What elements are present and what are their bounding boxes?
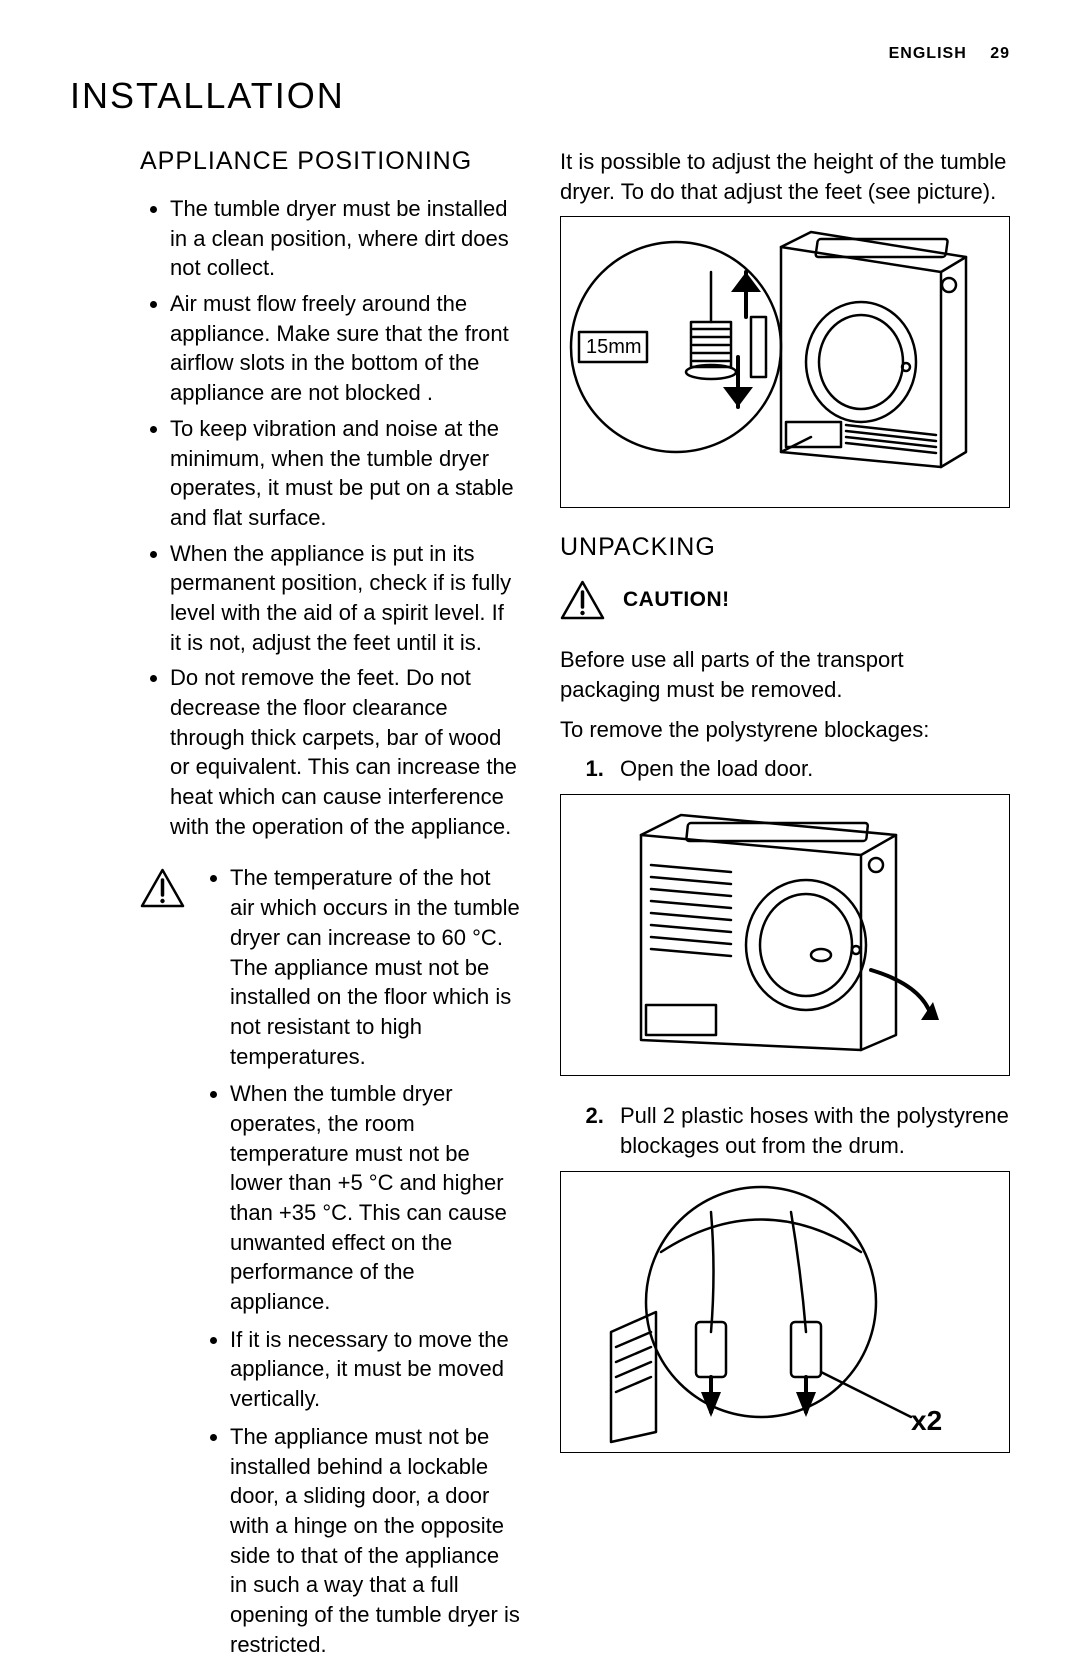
height-adjust-intro: It is possible to adjust the height of t…: [560, 147, 1010, 206]
header-page-number: 29: [990, 45, 1010, 62]
figure-feet-adjustment: 15mm: [560, 216, 1010, 508]
right-column: It is possible to adjust the height of t…: [560, 147, 1010, 1667]
list-item: If it is necessary to move the appliance…: [230, 1325, 520, 1414]
step-item: Open the load door.: [610, 754, 1010, 784]
page-title: INSTALLATION: [70, 75, 1010, 117]
warning-block: The temperature of the hot air which occ…: [140, 863, 520, 1667]
unpack-steps-1: Open the load door.: [560, 754, 1010, 784]
caution-row: CAUTION!: [560, 580, 1010, 620]
list-item: To keep vibration and noise at the minim…: [170, 414, 520, 533]
list-item: Do not remove the feet. Do not decrease …: [170, 663, 520, 841]
list-item: The appliance must not be installed behi…: [230, 1422, 520, 1660]
left-column: APPLIANCE POSITIONING The tumble dryer m…: [70, 147, 520, 1667]
list-item: When the tumble dryer operates, the room…: [230, 1079, 520, 1317]
positioning-bullet-list: The tumble dryer must be installed in a …: [70, 194, 520, 841]
warning-bullet-list: The temperature of the hot air which occ…: [205, 863, 520, 1667]
figure-open-door: [560, 794, 1010, 1076]
unpack-paragraph-2: To remove the polystyrene blockages:: [560, 715, 1010, 745]
manual-page: ENGLISH 29 INSTALLATION APPLIANCE POSITI…: [0, 0, 1080, 1529]
fig3-count-label: x2: [911, 1405, 942, 1436]
caution-icon: [560, 580, 605, 620]
list-item: The tumble dryer must be installed in a …: [170, 194, 520, 283]
list-item: Air must flow freely around the applianc…: [170, 289, 520, 408]
step-item: Pull 2 plastic hoses with the polystyren…: [610, 1101, 1010, 1160]
caution-label: CAUTION!: [623, 588, 730, 612]
content-columns: APPLIANCE POSITIONING The tumble dryer m…: [70, 147, 1010, 1667]
figure-remove-hoses: x2: [560, 1171, 1010, 1453]
list-item: The temperature of the hot air which occ…: [230, 863, 520, 1071]
heading-unpacking: UNPACKING: [560, 533, 1010, 562]
list-item: When the appliance is put in its permane…: [170, 539, 520, 658]
unpack-paragraph-1: Before use all parts of the transport pa…: [560, 645, 1010, 704]
warning-icon: [140, 868, 185, 913]
header-language: ENGLISH: [889, 45, 967, 62]
page-header: ENGLISH 29: [70, 45, 1010, 63]
heading-appliance-positioning: APPLIANCE POSITIONING: [140, 147, 520, 176]
unpack-steps-2: Pull 2 plastic hoses with the polystyren…: [560, 1101, 1010, 1160]
fig1-measurement-label: 15mm: [586, 336, 642, 358]
